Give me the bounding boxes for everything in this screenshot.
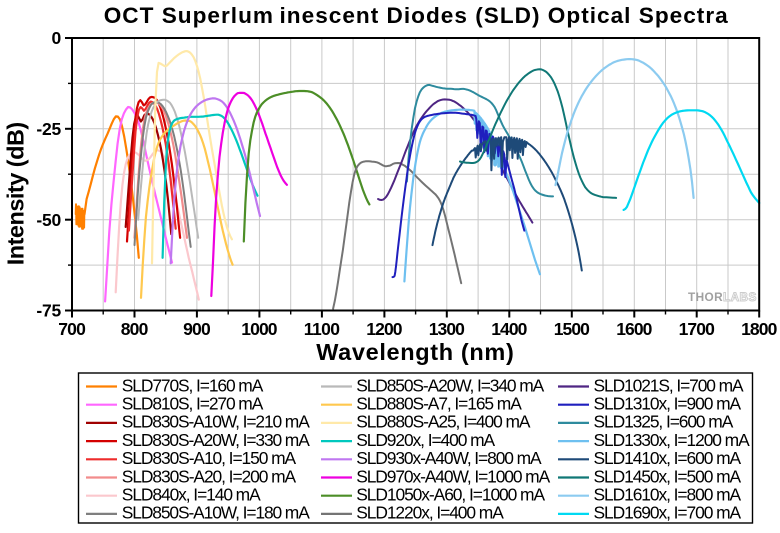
svg-text:SLD850S-A10W, I=180 mA: SLD850S-A10W, I=180 mA <box>122 503 310 523</box>
svg-text:SLD830S-A10, I=150 mA: SLD830S-A10, I=150 mA <box>122 448 297 468</box>
svg-text:-75: -75 <box>36 301 61 321</box>
svg-text:SLD970x-A40W, I=1000 mA: SLD970x-A40W, I=1000 mA <box>356 466 550 486</box>
svg-text:1400: 1400 <box>491 319 527 339</box>
svg-text:SLD920x, I=400 mA: SLD920x, I=400 mA <box>356 430 495 450</box>
svg-text:SLD830S-A20, I=200 mA: SLD830S-A20, I=200 mA <box>122 466 297 486</box>
svg-text:-50: -50 <box>36 210 61 230</box>
svg-text:SLD1220x, I=400 mA: SLD1220x, I=400 mA <box>356 503 504 523</box>
svg-text:SLD1450x, I=500 mA: SLD1450x, I=500 mA <box>594 466 742 486</box>
svg-text:1100: 1100 <box>304 319 340 339</box>
svg-text:1600: 1600 <box>616 319 652 339</box>
svg-text:SLD1690x, I=700 mA: SLD1690x, I=700 mA <box>594 503 742 523</box>
svg-text:1000: 1000 <box>241 319 277 339</box>
svg-text:SLD1610x, I=800 mA: SLD1610x, I=800 mA <box>594 485 742 505</box>
svg-text:-25: -25 <box>36 119 61 139</box>
svg-text:SLD850S-A20W, I=340 mA: SLD850S-A20W, I=340 mA <box>356 375 544 395</box>
svg-text:1500: 1500 <box>554 319 590 339</box>
svg-text:1200: 1200 <box>366 319 402 339</box>
svg-text:Intensity (dB): Intensity (dB) <box>3 122 29 266</box>
svg-text:SLD810S, I=270 mA: SLD810S, I=270 mA <box>122 394 264 414</box>
svg-text:1800: 1800 <box>741 319 777 339</box>
svg-text:0: 0 <box>51 28 61 48</box>
svg-text:900: 900 <box>183 319 211 339</box>
svg-text:SLD930x-A40W, I=800 mA: SLD930x-A40W, I=800 mA <box>356 448 542 468</box>
svg-text:1300: 1300 <box>429 319 465 339</box>
svg-text:OCT Superlum inescent Diodes (: OCT Superlum inescent Diodes (SLD) Optic… <box>104 3 728 28</box>
svg-text:800: 800 <box>121 319 149 339</box>
svg-text:700: 700 <box>58 319 86 339</box>
svg-text:SLD880S-A7, I=165 mA: SLD880S-A7, I=165 mA <box>356 394 522 414</box>
svg-text:SLD830S-A10W, I=210 mA: SLD830S-A10W, I=210 mA <box>122 412 310 432</box>
svg-text:THOR: THOR <box>688 290 723 304</box>
svg-text:SLD1325, I=600 mA: SLD1325, I=600 mA <box>594 412 734 432</box>
svg-text:LABS: LABS <box>723 290 757 304</box>
svg-text:SLD770S, I=160 mA: SLD770S, I=160 mA <box>122 375 264 395</box>
svg-text:SLD1050x-A60, I=1000 mA: SLD1050x-A60, I=1000 mA <box>356 485 545 505</box>
svg-text:SLD880S-A25, I=400 mA: SLD880S-A25, I=400 mA <box>356 412 531 432</box>
svg-text:Wavelength (nm): Wavelength (nm) <box>316 339 514 365</box>
svg-text:1700: 1700 <box>679 319 715 339</box>
svg-text:SLD830S-A20W, I=330 mA: SLD830S-A20W, I=330 mA <box>122 430 310 450</box>
svg-text:SLD1330x, I=1200 mA: SLD1330x, I=1200 mA <box>594 430 751 450</box>
svg-text:SLD1410x, I=600 mA: SLD1410x, I=600 mA <box>594 448 742 468</box>
svg-text:SLD1310x, I=900 mA: SLD1310x, I=900 mA <box>594 394 742 414</box>
svg-text:SLD840x, I=140 mA: SLD840x, I=140 mA <box>122 485 261 505</box>
svg-text:SLD1021S, I=700 mA: SLD1021S, I=700 mA <box>594 375 744 395</box>
